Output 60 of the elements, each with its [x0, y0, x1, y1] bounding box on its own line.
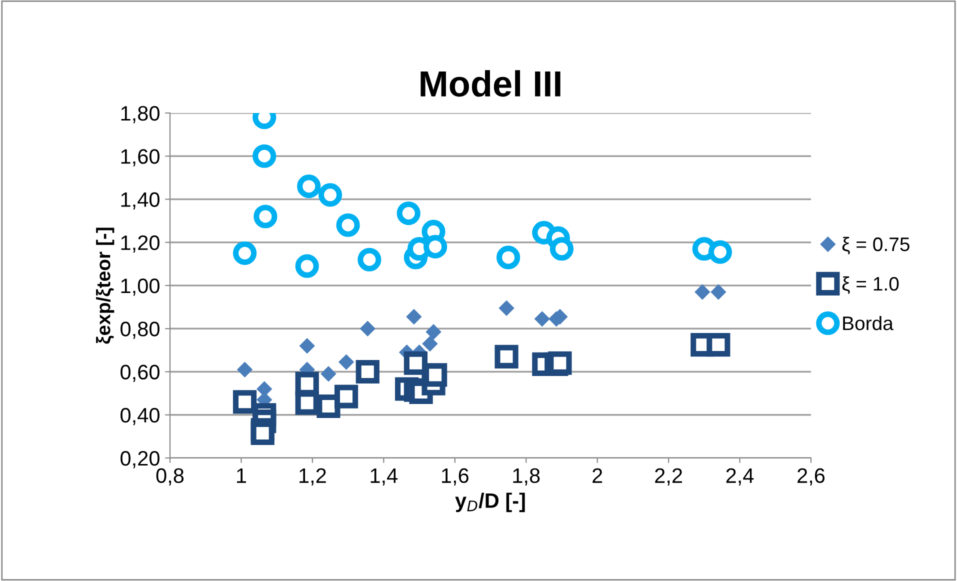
point [706, 332, 730, 357]
x-tick-label: 0,8 [156, 468, 184, 486]
point [498, 300, 514, 316]
y-tick-label: 1,40 [121, 192, 160, 210]
x-tick-label: 1 [237, 468, 246, 483]
point [297, 174, 321, 198]
x-tick-label: 1,6 [442, 468, 468, 486]
y-tick-label: 0,40 [120, 408, 160, 426]
point [423, 234, 448, 258]
x-tick-label: 2,6 [798, 468, 825, 486]
point [295, 254, 319, 278]
point [232, 241, 257, 265]
point [250, 421, 274, 446]
point [534, 311, 550, 327]
point [550, 237, 574, 261]
point [252, 144, 276, 168]
y-axis-title: ξexp/ξteor [-] [96, 228, 114, 344]
point [396, 201, 420, 226]
legend-label: ξ = 1.0 [842, 276, 899, 294]
point [334, 384, 358, 408]
point [232, 390, 257, 414]
point [358, 248, 382, 272]
x-tick-label: 1,8 [513, 468, 540, 486]
x-tick-label: 2,2 [655, 468, 682, 486]
point [318, 183, 342, 207]
legend-label: Borda [843, 316, 894, 330]
y-tick-label: 0,20 [120, 451, 160, 468]
chart-title: Model III [420, 70, 560, 97]
point [694, 284, 710, 300]
point [710, 284, 726, 300]
point [299, 338, 315, 354]
y-tick-label: 0,80 [120, 322, 160, 339]
point [494, 344, 518, 368]
y-tick-label: 1,20 [121, 235, 160, 253]
x-tick-label: 1,2 [300, 468, 326, 486]
x-tick-label: 2,4 [726, 468, 754, 486]
point [360, 320, 376, 336]
point [426, 324, 442, 340]
point [316, 394, 340, 418]
point [338, 354, 354, 370]
y-tick-label: 1,60 [121, 149, 160, 166]
point [254, 204, 278, 228]
point [406, 308, 422, 325]
point [548, 351, 572, 375]
x-axis-title: y$_{D}$/D [-] [455, 492, 525, 512]
y-tick-label: 1,00 [121, 278, 160, 296]
y-tick-label: 1,80 [121, 106, 160, 124]
y-tick-label: 0,60 [120, 364, 160, 382]
x-tick-label: 1,4 [370, 468, 398, 486]
point [295, 391, 319, 415]
point [708, 240, 732, 264]
point [404, 351, 428, 375]
point [496, 246, 520, 270]
legend-label: ξ = 0.75 [842, 236, 910, 254]
x-tick-label: 2 [592, 468, 602, 483]
point [236, 362, 253, 378]
point [320, 366, 336, 382]
point [422, 336, 438, 352]
point [356, 360, 380, 384]
point [336, 213, 360, 237]
